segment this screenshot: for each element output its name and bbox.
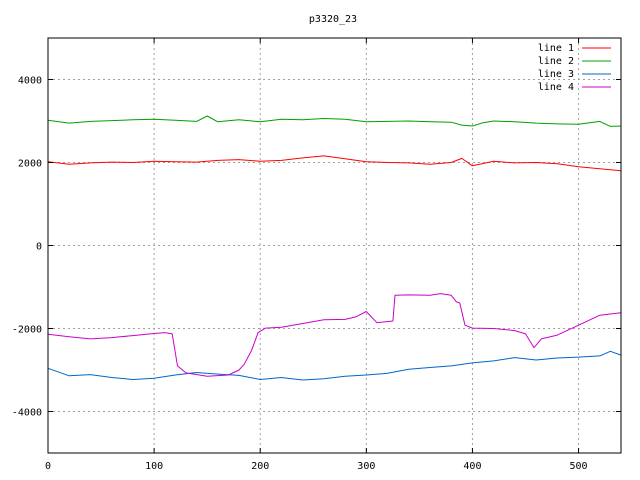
y-tick-label: -2000 <box>12 325 42 336</box>
y-tick-label: 2000 <box>18 159 42 170</box>
x-tick-label: 300 <box>357 461 375 472</box>
legend-label-4: line 4 <box>538 82 574 93</box>
grid-lines <box>48 38 621 453</box>
series-line-4 <box>47 293 622 377</box>
legend: line 1 line 2 line 3 line 4 <box>538 43 611 93</box>
x-tick-label: 0 <box>45 461 51 472</box>
y-tick-label: 0 <box>36 242 42 253</box>
x-tick-label: 500 <box>570 461 588 472</box>
x-tick-label: 100 <box>145 461 163 472</box>
chart-title: p3320_23 <box>309 14 357 25</box>
series-line-2 <box>47 115 622 127</box>
series-line-1 <box>47 155 622 172</box>
series-lines <box>47 115 622 381</box>
legend-label-2: line 2 <box>538 56 574 67</box>
legend-label-3: line 3 <box>538 69 574 80</box>
y-tick-label: -4000 <box>12 408 42 419</box>
y-tick-label: 4000 <box>18 76 42 87</box>
series-line-3 <box>47 350 622 381</box>
x-tick-label: 200 <box>251 461 269 472</box>
x-tick-label: 400 <box>463 461 481 472</box>
tick-labels: 0 100 200 300 400 500 -4000 -2000 0 2000 4000 <box>12 38 621 472</box>
legend-label-1: line 1 <box>538 43 574 54</box>
